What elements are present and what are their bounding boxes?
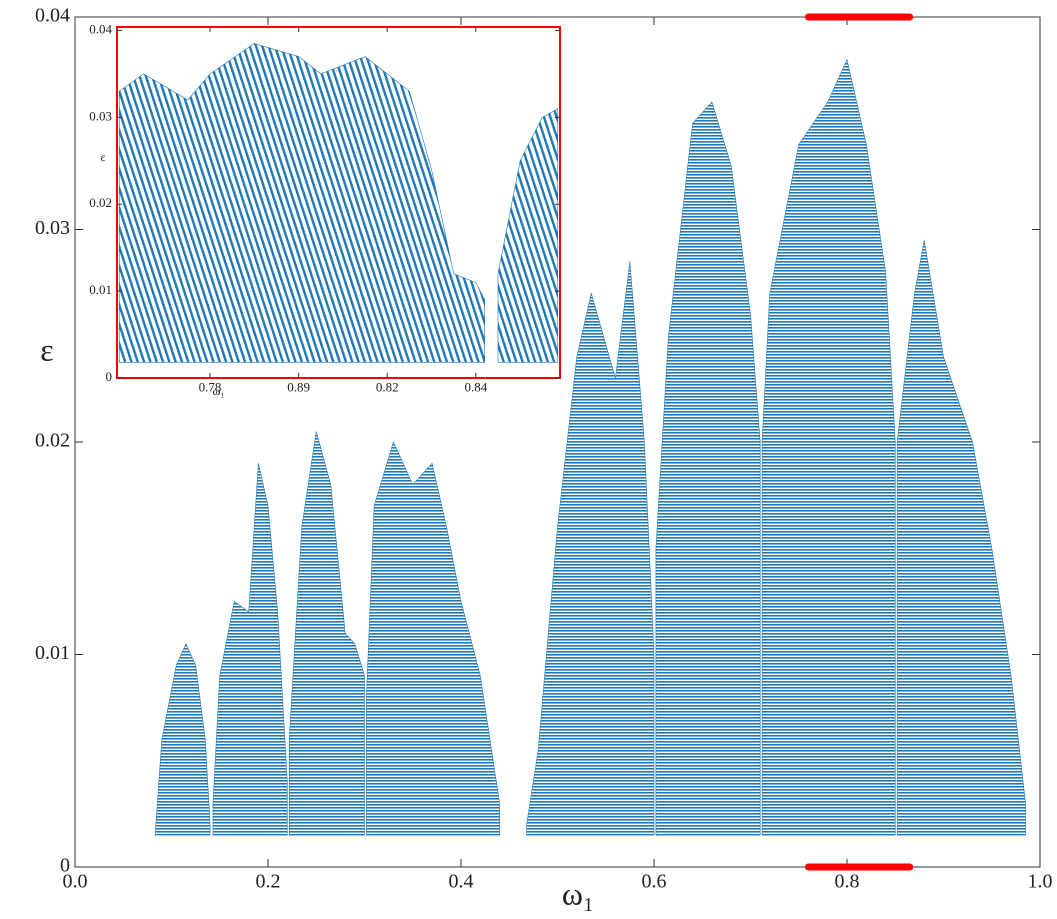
data-area xyxy=(154,58,1026,836)
y-tick-label: 0.02 xyxy=(35,430,70,452)
x-tick-label: 0.89 xyxy=(287,379,310,394)
axes-frame xyxy=(116,26,561,379)
y-axis-label: ε xyxy=(100,150,105,164)
x-tick-label: 0.4 xyxy=(449,871,474,893)
x-tick-label: 0.82 xyxy=(376,379,399,394)
x-axis-label: ω₁ xyxy=(212,384,224,398)
x-tick-label: 1.0 xyxy=(1028,871,1053,893)
x-tick-label: 0.84 xyxy=(464,379,487,394)
y-tick-label: 0 xyxy=(106,369,113,384)
y-tick-label: 0.01 xyxy=(35,642,70,664)
x-tick-label: 0.78 xyxy=(199,379,222,394)
x-tick-label: 0.0 xyxy=(63,871,88,893)
y-tick-label: 0.04 xyxy=(35,5,70,27)
x-axis-label: ω₁ xyxy=(562,875,594,911)
y-tick-label: 0 xyxy=(60,855,70,877)
y-tick-label: 0.04 xyxy=(89,21,112,36)
data-area xyxy=(118,43,559,363)
x-tick-label: 0.8 xyxy=(835,871,860,893)
y-tick-label: 0.02 xyxy=(89,195,112,210)
y-tick-label: 0.03 xyxy=(89,108,112,123)
y-tick-label: 0.01 xyxy=(89,282,112,297)
y-tick-label: 0.03 xyxy=(35,217,70,239)
x-tick-label: 0.2 xyxy=(256,871,281,893)
y-axis-label: ε xyxy=(40,331,53,367)
x-tick-label: 0.6 xyxy=(642,871,667,893)
